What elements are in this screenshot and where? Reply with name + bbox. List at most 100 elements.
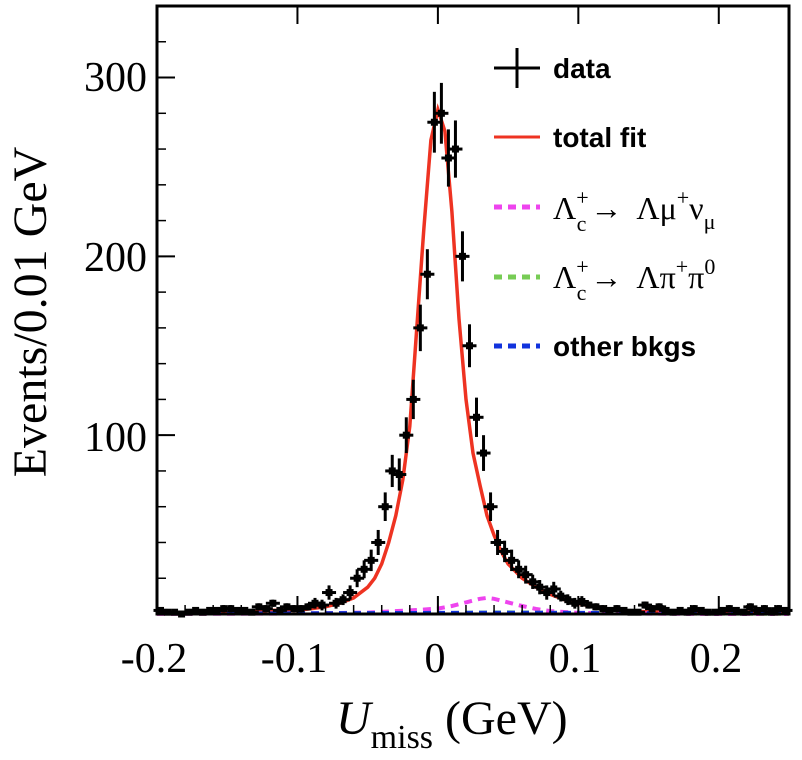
data-point bbox=[371, 529, 386, 555]
data-point-marker bbox=[423, 270, 431, 278]
data-point-marker bbox=[711, 608, 719, 616]
data-point-marker bbox=[683, 608, 691, 616]
data-point-marker bbox=[451, 145, 459, 153]
data-point bbox=[427, 91, 442, 153]
data-point bbox=[272, 606, 287, 614]
x-tick-label-0.2: 0.2 bbox=[690, 636, 743, 682]
data-point bbox=[322, 585, 337, 600]
x-tick-label-neg0.1: -0.1 bbox=[261, 636, 328, 682]
data-point-marker bbox=[437, 109, 445, 117]
data-point bbox=[357, 560, 372, 579]
data-point bbox=[434, 82, 449, 144]
data-point bbox=[469, 397, 484, 437]
legend-item-data: data bbox=[494, 48, 611, 88]
data-point bbox=[476, 435, 491, 471]
data-point bbox=[265, 599, 280, 607]
data-point-marker bbox=[585, 601, 593, 609]
data-point-marker bbox=[690, 605, 698, 613]
data-point-marker bbox=[746, 603, 754, 611]
data-point bbox=[385, 454, 400, 488]
x-axis-title-unit: (GeV) bbox=[445, 692, 568, 745]
data-point-marker bbox=[304, 603, 312, 611]
data-point-marker bbox=[739, 608, 747, 616]
data-point-marker bbox=[325, 589, 333, 597]
data-point-marker bbox=[157, 606, 165, 614]
x-tick-label-0: 0 bbox=[425, 636, 446, 682]
data-point-marker bbox=[283, 603, 291, 611]
x-axis-title-main: U bbox=[336, 692, 374, 745]
legend-item-total-fit: total fit bbox=[494, 122, 646, 153]
x-tick-label-0.1: 0.1 bbox=[549, 636, 602, 682]
data-point-marker bbox=[276, 606, 284, 614]
data-point-marker bbox=[444, 154, 452, 162]
data-point-marker bbox=[353, 574, 361, 582]
data-point bbox=[483, 492, 498, 522]
data-point-marker bbox=[199, 608, 207, 616]
data-point-marker bbox=[311, 599, 319, 607]
data-point bbox=[406, 379, 421, 420]
data-point-marker bbox=[578, 597, 586, 605]
data-point-marker bbox=[318, 601, 326, 609]
data-point-marker bbox=[767, 608, 775, 616]
data-point-marker bbox=[409, 395, 417, 403]
data-point-marker bbox=[213, 606, 221, 614]
data-point-marker bbox=[360, 565, 368, 573]
data-point-marker bbox=[487, 503, 495, 511]
y-axis-title: Events/0.01 GeV bbox=[4, 146, 57, 477]
data-point-marker bbox=[185, 608, 193, 616]
data-point-marker bbox=[430, 118, 438, 126]
data-point-marker bbox=[753, 606, 761, 614]
data-point-marker bbox=[697, 606, 705, 614]
data-point-marker bbox=[564, 596, 572, 604]
legend-item-lambda-mu-nu: Λ+ c → Λμ+νμ bbox=[494, 185, 715, 236]
data-point-marker bbox=[732, 606, 740, 614]
legend-item-lambda-pi-pi: Λ+ c → Λπ+π0 bbox=[494, 254, 715, 305]
y-tick-label-200: 200 bbox=[84, 235, 147, 281]
data-point-marker bbox=[416, 324, 424, 332]
data-point-marker bbox=[241, 606, 249, 614]
legend-label-data: data bbox=[553, 53, 611, 84]
data-point bbox=[336, 594, 351, 606]
y-tick-label-100: 100 bbox=[84, 415, 147, 461]
data-point-marker bbox=[536, 583, 544, 591]
data-point bbox=[378, 492, 393, 522]
data-point-marker bbox=[557, 592, 565, 600]
data-point-marker bbox=[332, 599, 340, 607]
data-point-marker bbox=[648, 605, 656, 613]
data-point-marker bbox=[550, 585, 558, 593]
data-point-marker bbox=[522, 571, 530, 579]
plot-frame bbox=[155, 4, 791, 616]
data-point-marker bbox=[515, 565, 523, 573]
legend-label-lambda-mu-nu: Λ+ c → Λμ+νμ bbox=[553, 185, 715, 236]
y-tick-label-300: 300 bbox=[84, 55, 147, 101]
data-point-marker bbox=[760, 605, 768, 613]
data-point bbox=[392, 458, 407, 491]
data-point bbox=[448, 120, 463, 178]
data-point-marker bbox=[620, 606, 628, 614]
data-point bbox=[258, 605, 273, 613]
legend-label-total-fit: total fit bbox=[553, 122, 646, 153]
data-point-marker bbox=[606, 606, 614, 614]
data-point-marker bbox=[473, 413, 481, 421]
data-point-marker bbox=[543, 589, 551, 597]
data-point bbox=[504, 549, 519, 572]
data-point-marker bbox=[248, 608, 256, 616]
data-point-marker bbox=[725, 605, 733, 613]
data-point-marker bbox=[655, 603, 663, 611]
data-point-marker bbox=[641, 601, 649, 609]
data-points bbox=[153, 82, 793, 618]
x-tick-label-neg0.2: -0.2 bbox=[121, 636, 188, 682]
data-point-marker bbox=[388, 467, 396, 475]
x-axis-title: Umiss (GeV) bbox=[336, 692, 568, 756]
legend-label-lambda-pi-pi: Λ+ c → Λπ+π0 bbox=[553, 254, 715, 305]
data-point-marker bbox=[339, 596, 347, 604]
data-point-marker bbox=[529, 578, 537, 586]
legend: data total fit Λ+ c → Λμ+νμ Λ+ c → Λπ+π0 other… bbox=[494, 48, 715, 362]
data-point-marker bbox=[774, 605, 782, 613]
data-point bbox=[455, 231, 470, 282]
data-point-marker bbox=[374, 538, 382, 546]
data-point bbox=[497, 540, 512, 563]
data-point bbox=[315, 599, 330, 611]
data-point bbox=[420, 249, 435, 300]
